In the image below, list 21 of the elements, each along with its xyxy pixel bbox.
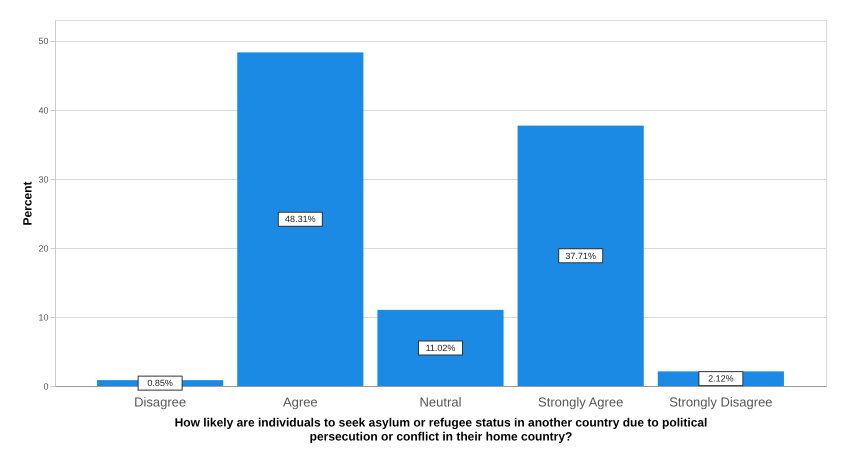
x-tick-label: Strongly Disagree [669,394,773,410]
data-label: 11.02% [426,342,456,353]
x-axis-title: How likely are individuals to seek asylum or refugee status in another country due to political persecution or conflict in their home country? [174,416,708,444]
x-tick-label: Agree [282,394,318,410]
x-tick-label: Strongly Agree [538,394,624,410]
data-label: 37.71% [565,250,596,261]
y-tick-label: 20 [38,243,48,254]
y-tick-label: 50 [38,36,48,46]
data-label: 48.31% [285,214,316,224]
x-tick-label: Disagree [134,394,186,410]
y-tick-label: 0 [43,382,48,392]
data-label: 2.12% [708,374,734,384]
y-tick-label: 10 [38,312,48,322]
bar [237,52,364,386]
bar [377,310,504,386]
bar [518,126,644,386]
y-axis-title: Percent [20,181,34,226]
y-tick-label: 40 [38,105,48,116]
y-tick-label: 30 [38,174,48,184]
data-label: 0.85% [147,378,173,388]
x-tick-label: Neutral [420,394,462,410]
